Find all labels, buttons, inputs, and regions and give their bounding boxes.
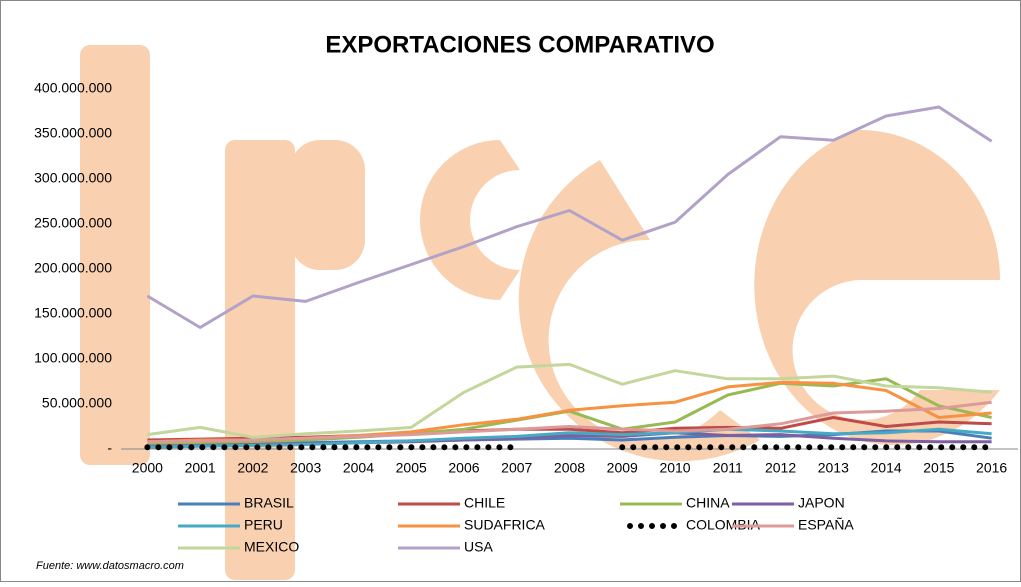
y-tick-label: 300.000.000 bbox=[34, 170, 112, 186]
x-tick-label: 2008 bbox=[554, 460, 585, 476]
legend-label: BRASIL bbox=[244, 495, 294, 511]
x-tick-label: 2004 bbox=[343, 460, 374, 476]
legend-label: COLOMBIA bbox=[686, 517, 761, 533]
legend-label: SUDAFRICA bbox=[464, 517, 546, 533]
x-tick-label: 2015 bbox=[923, 460, 954, 476]
y-tick-label: 150.000.000 bbox=[34, 305, 112, 321]
legend-label: USA bbox=[464, 539, 493, 555]
x-tick-label: 2001 bbox=[185, 460, 216, 476]
x-tick-label: 2011 bbox=[713, 460, 743, 476]
legend-label: CHILE bbox=[464, 495, 505, 511]
x-tick-label: 2010 bbox=[659, 460, 690, 476]
series-line bbox=[146, 105, 993, 329]
x-tick-label: 2012 bbox=[765, 460, 796, 476]
watermark bbox=[80, 45, 1000, 580]
x-tick-label: 2009 bbox=[607, 460, 638, 476]
x-tick-label: 2003 bbox=[290, 460, 321, 476]
y-tick-label: 200.000.000 bbox=[34, 260, 112, 276]
legend-label: JAPON bbox=[798, 495, 845, 511]
legend-label: ESPAÑA bbox=[798, 517, 854, 533]
y-tick-label: 350.000.000 bbox=[34, 125, 112, 141]
x-tick-label: 2002 bbox=[237, 460, 268, 476]
x-tick-label: 2014 bbox=[871, 460, 902, 476]
legend-label: MEXICO bbox=[244, 539, 299, 555]
y-tick-label: 250.000.000 bbox=[34, 215, 112, 231]
series-line bbox=[147, 362, 992, 439]
chart-title: EXPORTACIONES COMPARATIVO bbox=[325, 31, 714, 58]
x-tick-label: 2006 bbox=[448, 460, 479, 476]
y-tick-label: - bbox=[107, 440, 112, 456]
y-tick-label: 50.000.000 bbox=[42, 395, 112, 411]
x-tick-label: 2013 bbox=[818, 460, 849, 476]
x-tick-label: 2005 bbox=[396, 460, 427, 476]
source: Fuente: www.datosmacro.com bbox=[36, 560, 184, 572]
legend-label: CHINA bbox=[686, 495, 730, 511]
legend-label: PERU bbox=[244, 517, 283, 533]
y-tick-label: 100.000.000 bbox=[34, 350, 112, 366]
series-line bbox=[147, 400, 992, 444]
y-tick-label: 400.000.000 bbox=[34, 80, 112, 96]
x-tick-label: 2000 bbox=[132, 460, 163, 476]
x-tick-label: 2016 bbox=[976, 460, 1007, 476]
series-line bbox=[147, 427, 992, 449]
x-tick-label: 2007 bbox=[501, 460, 532, 476]
